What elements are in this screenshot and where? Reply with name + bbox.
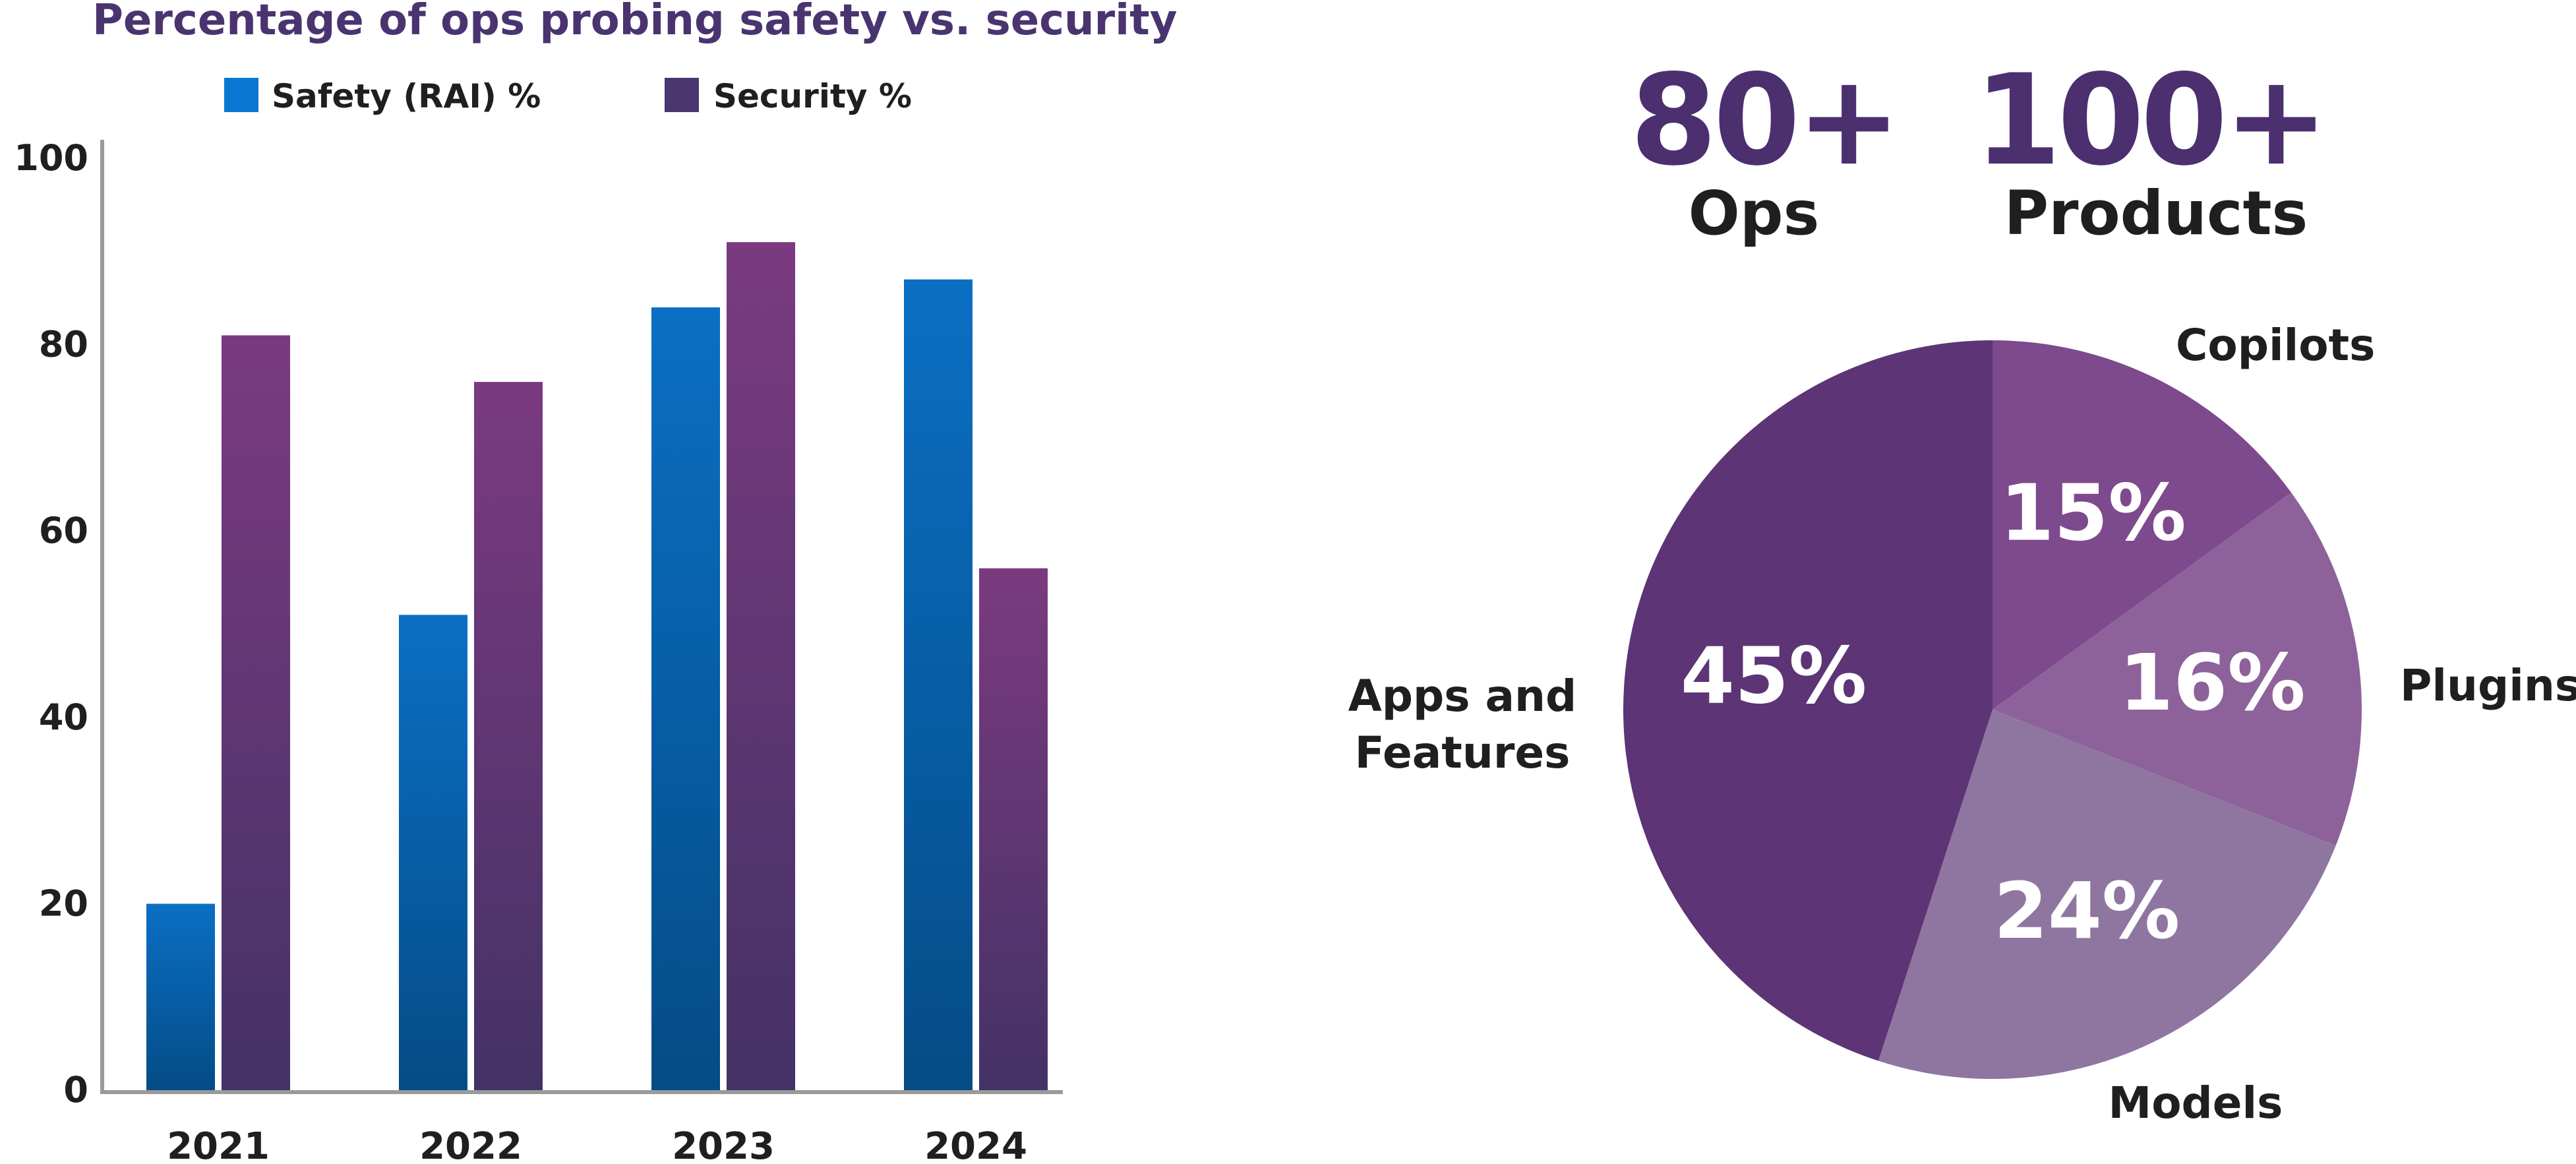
- pie-slice-models: [1878, 710, 2336, 1080]
- y-tick-label: 60: [39, 510, 88, 551]
- bar-safety-2021: [146, 904, 215, 1090]
- x-tick-label-2023: 2023: [672, 1125, 775, 1161]
- bar-chart-title: Percentage of ops probing safety vs. sec…: [92, 0, 1177, 45]
- bar-safety-2023: [651, 307, 720, 1091]
- pie-category-label: Models: [2109, 1078, 2283, 1128]
- x-tick-labels: 2021 2022 2023 2024: [167, 1125, 1027, 1164]
- pie-category-label: Apps and: [1348, 671, 1577, 721]
- y-tick-label: 0: [63, 1069, 88, 1111]
- y-tick-labels: 0 20 40 60 80 100: [14, 137, 88, 1111]
- x-tick-label-2024: 2024: [924, 1125, 1027, 1161]
- bar-security-2023: [727, 242, 795, 1090]
- stat-products-label: Products: [2004, 178, 2308, 249]
- pie-slice-plugins: [1992, 492, 2362, 846]
- pie-slice-value-label: 15%: [2000, 468, 2186, 559]
- bar-legend: Safety (RAI) % Security %: [224, 77, 912, 115]
- pie-category-label: Copilots: [2176, 320, 2375, 371]
- bar-safety-2024: [904, 279, 973, 1091]
- bar-security-2022: [474, 382, 543, 1090]
- y-tick-label: 20: [39, 882, 88, 924]
- y-tick-label: 100: [14, 137, 88, 179]
- legend-label-safety: Safety (RAI) %: [272, 77, 541, 115]
- x-tick-label-2021: 2021: [167, 1125, 270, 1161]
- pie-slice-copilots: [1992, 340, 2292, 710]
- bar-safety-2022: [399, 615, 467, 1090]
- y-tick-label: 40: [39, 696, 88, 738]
- pie-category-label: Plugins: [2400, 660, 2576, 711]
- legend-swatch-security: [665, 78, 699, 112]
- pie-slice-apps-and-features: [1623, 340, 1992, 1061]
- bar-series: [146, 242, 1048, 1091]
- pie-slice-value-label: 16%: [2119, 637, 2305, 728]
- stat-ops-value: 80+: [1630, 47, 1898, 193]
- x-tick-label-2022: 2022: [419, 1125, 522, 1161]
- pie-slice-value-label: 45%: [1681, 630, 1867, 721]
- legend-swatch-safety: [224, 78, 258, 112]
- pie-chart: 15% 16% 24% 45% Copilots Plugins Models Apps an…: [1348, 320, 2576, 1128]
- legend-label-security: Security %: [713, 77, 912, 115]
- pie-slice-value-label: 24%: [1994, 865, 2180, 956]
- y-tick-label: 80: [39, 324, 88, 365]
- stat-ops-label: Ops: [1689, 178, 1820, 249]
- headline-stats: 80+ Ops 100+ Products: [1630, 47, 2329, 249]
- pie-category-label: Features: [1355, 727, 1571, 778]
- bar-security-2021: [222, 335, 290, 1091]
- bar-security-2024: [979, 568, 1048, 1090]
- stat-products-value: 100+: [1974, 47, 2325, 193]
